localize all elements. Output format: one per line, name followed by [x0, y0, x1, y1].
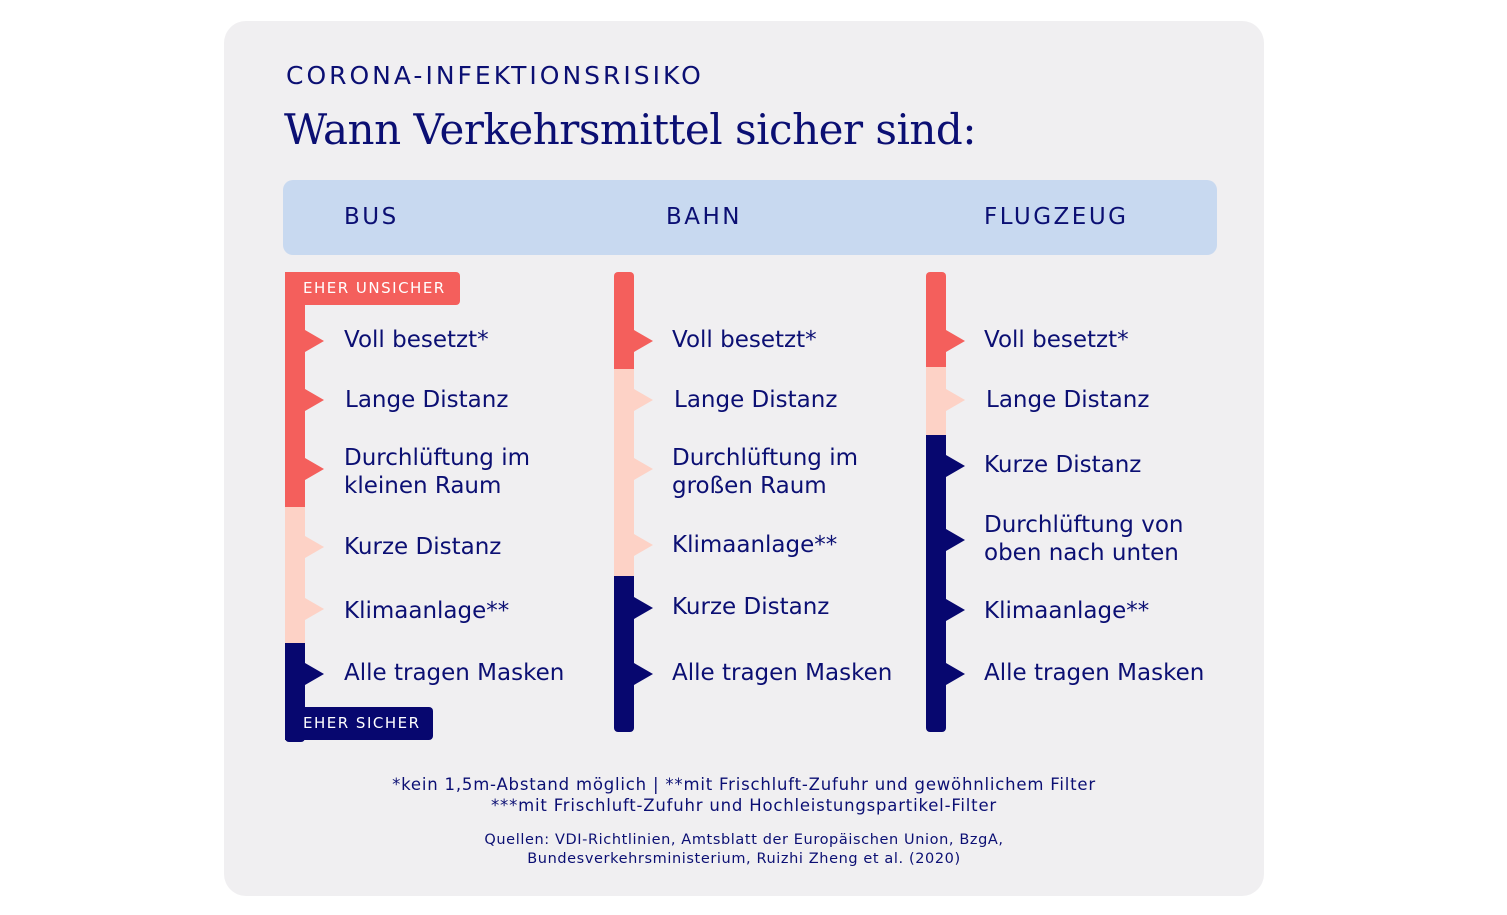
item-bahn-voll-besetzt: Voll besetzt* — [672, 327, 817, 353]
item-bus-kurze-distanz: Kurze Distanz — [344, 534, 502, 560]
item-marker — [305, 330, 324, 352]
item-bahn-kurze-distanz: Kurze Distanz — [672, 594, 830, 620]
item-marker — [634, 597, 653, 619]
footnote-2: ***mit Frischluft-Zufuhr und Hochleistun… — [491, 796, 997, 815]
item-bus-voll-besetzt: Voll besetzt* — [344, 327, 489, 353]
column-header-flugzeug: FLUGZEUG — [984, 204, 1129, 230]
risk-bar-flugzeug — [926, 272, 946, 732]
risk-segment-medium — [614, 369, 634, 576]
item-bahn-lange-distanz: Lange Distanz — [674, 387, 838, 413]
item-marker — [305, 663, 324, 685]
page-title: Wann Verkehrsmittel sicher sind: — [284, 105, 976, 154]
item-flugzeug-klimaanlage: Klimaanlage** — [984, 598, 1150, 624]
item-marker — [946, 599, 965, 621]
item-bus-masken: Alle tragen Masken — [344, 660, 565, 686]
item-marker — [305, 598, 324, 620]
risk-segment-medium — [285, 507, 305, 643]
label-eher-unsicher: EHER UNSICHER — [285, 272, 460, 305]
item-flugzeug-durchlueftung: Durchlüftung von oben nach unten — [984, 512, 1184, 566]
risk-segment-low — [614, 576, 634, 732]
item-bus-lange-distanz: Lange Distanz — [345, 387, 509, 413]
risk-bar-bus — [285, 272, 305, 742]
infographic-card: CORONA-INFEKTIONSRISIKO Wann Verkehrsmit… — [224, 21, 1264, 896]
item-bus-klimaanlage: Klimaanlage** — [344, 598, 510, 624]
kicker-label: CORONA-INFEKTIONSRISIKO — [286, 61, 704, 90]
risk-segment-low — [926, 435, 946, 732]
item-marker — [946, 455, 965, 477]
item-marker — [634, 458, 653, 480]
item-marker — [946, 389, 965, 411]
risk-segment-high — [285, 272, 305, 507]
item-bahn-klimaanlage: Klimaanlage** — [672, 532, 838, 558]
item-bahn-masken: Alle tragen Masken — [672, 660, 893, 686]
item-flugzeug-masken: Alle tragen Masken — [984, 660, 1205, 686]
risk-segment-high — [614, 272, 634, 369]
item-marker — [946, 529, 965, 551]
item-marker — [946, 330, 965, 352]
column-header-bus: BUS — [344, 204, 399, 230]
sources-line-2: Bundesverkehrsministerium, Ruizhi Zheng … — [527, 851, 961, 867]
risk-bar-bahn — [614, 272, 634, 732]
sources-line-1: Quellen: VDI-Richtlinien, Amtsblatt der … — [484, 832, 1004, 848]
label-eher-sicher: EHER SICHER — [285, 707, 433, 740]
item-bus-durchlueftung: Durchlüftung im kleinen Raum — [344, 445, 530, 499]
risk-segment-medium — [926, 367, 946, 435]
item-flugzeug-voll-besetzt: Voll besetzt* — [984, 327, 1129, 353]
item-marker — [305, 458, 324, 480]
footnote-1: *kein 1,5m-Abstand möglich | **mit Frisc… — [392, 775, 1096, 794]
item-marker — [305, 536, 324, 558]
item-marker — [634, 534, 653, 556]
risk-segment-high — [926, 272, 946, 367]
column-header-bahn: BAHN — [666, 204, 743, 230]
item-marker — [634, 389, 653, 411]
item-marker — [634, 663, 653, 685]
item-marker — [305, 389, 324, 411]
item-marker — [946, 663, 965, 685]
item-marker — [634, 330, 653, 352]
column-header-band — [283, 180, 1217, 255]
item-bahn-durchlueftung: Durchlüftung im großen Raum — [672, 445, 858, 499]
item-flugzeug-lange-distanz: Lange Distanz — [986, 387, 1150, 413]
item-flugzeug-kurze-distanz: Kurze Distanz — [984, 452, 1142, 478]
